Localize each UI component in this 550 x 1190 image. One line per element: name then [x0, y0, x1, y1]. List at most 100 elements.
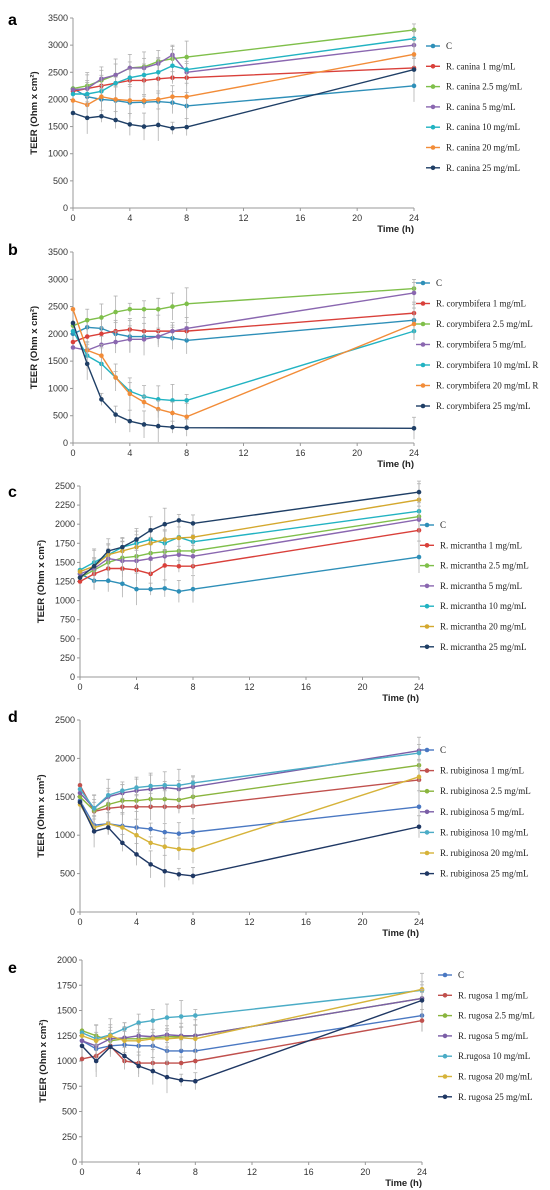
data-point	[91, 829, 97, 834]
series-line	[81, 1014, 423, 1052]
series-1	[70, 69, 417, 120]
x-tick-label: 0	[70, 213, 75, 223]
series-7	[77, 799, 422, 888]
x-tick-label: 4	[134, 917, 139, 927]
legend-marker	[424, 788, 430, 794]
series-line	[79, 529, 420, 583]
data-point	[127, 418, 133, 424]
data-point	[70, 87, 76, 92]
series-2	[77, 518, 422, 590]
y-tick-label: 1750	[57, 980, 77, 990]
data-point	[120, 788, 125, 793]
data-point	[150, 1018, 156, 1023]
legend-marker	[430, 104, 436, 110]
x-tick-label: 20	[352, 213, 362, 223]
data-point	[155, 69, 161, 75]
chart-panel-b: b 0 500 1000 1500 2000 2500 3000 3500 0 4 8 12 16 20 24…	[8, 242, 538, 470]
y-tick-label: 750	[62, 1081, 77, 1091]
data-point	[150, 1068, 156, 1074]
panel-letter: e	[8, 960, 17, 977]
data-point	[105, 578, 111, 584]
legend-marker	[424, 603, 430, 609]
legend-marker	[424, 543, 430, 548]
data-point	[122, 1038, 127, 1044]
series-7	[77, 480, 422, 583]
legend-marker	[424, 563, 430, 568]
data-point	[113, 375, 118, 380]
legend-label: R. micrantha 5 mg/mL	[440, 581, 522, 591]
data-point	[190, 780, 196, 786]
data-point	[184, 414, 189, 420]
x-axis-title: Time (h)	[385, 1178, 422, 1189]
y-tick-label: 3000	[48, 40, 68, 50]
y-tick-label: 500	[53, 411, 68, 421]
data-point	[113, 412, 118, 417]
y-tick-label: 1500	[55, 557, 75, 567]
data-point	[176, 846, 182, 852]
x-tick-label: 20	[352, 448, 362, 458]
x-tick-label: 16	[301, 917, 311, 927]
series-line	[81, 997, 423, 1042]
y-tick-label: 0	[70, 907, 75, 917]
data-point	[113, 97, 118, 102]
data-point	[141, 124, 147, 129]
data-point	[79, 1038, 85, 1044]
y-axis-title: TEER (Ohm x cm²)	[36, 774, 47, 857]
data-point	[416, 824, 422, 830]
x-axis-title: Time (h)	[377, 459, 414, 470]
data-point	[176, 872, 182, 877]
series-line	[72, 322, 415, 429]
legend-label: R. canina 5 mg/mL	[446, 102, 516, 112]
data-point	[91, 806, 97, 811]
series-line	[79, 499, 420, 573]
data-point	[113, 72, 118, 78]
series-2	[70, 301, 417, 353]
data-point	[127, 391, 133, 397]
x-tick-label: 4	[134, 682, 139, 692]
data-point	[178, 1014, 184, 1019]
data-point	[176, 552, 182, 558]
data-point	[190, 553, 196, 559]
legend-marker	[420, 321, 426, 327]
x-tick-label: 4	[127, 448, 132, 458]
series-line	[79, 518, 420, 575]
legend-label: R. rubiginosa 25 mg/mL	[440, 869, 529, 879]
data-point	[79, 1033, 85, 1039]
legend-label: R. rubiginosa 2.5 mg/mL	[440, 786, 531, 796]
data-point	[178, 1077, 184, 1083]
data-point	[77, 782, 83, 788]
y-tick-label: 0	[70, 672, 75, 682]
data-point	[79, 1043, 85, 1049]
data-point	[170, 328, 175, 334]
series-line	[81, 1019, 423, 1064]
series-7	[70, 58, 417, 141]
y-tick-label: 250	[62, 1132, 77, 1142]
x-tick-label: 24	[414, 917, 424, 927]
data-point	[99, 113, 104, 119]
legend-label: R. rubiginosa 1 mg/mL	[440, 766, 524, 776]
series-line	[72, 292, 415, 351]
data-point	[162, 796, 168, 802]
legend-label: R. rugosa 25 mg/mL	[458, 1092, 533, 1102]
data-point	[105, 792, 111, 798]
y-tick-label: 1500	[48, 356, 68, 366]
series-5	[77, 502, 422, 576]
data-point	[155, 423, 161, 429]
data-point	[411, 290, 417, 296]
y-tick-label: 0	[72, 1157, 77, 1167]
series-5	[79, 981, 425, 1053]
legend-marker	[442, 972, 448, 978]
data-point	[150, 1036, 156, 1042]
legend-label: R. micrantha 2.5 mg/mL	[440, 561, 529, 571]
data-point	[99, 94, 104, 100]
data-point	[178, 1035, 184, 1041]
legend-marker	[420, 362, 426, 368]
data-point	[170, 304, 175, 309]
data-point	[134, 785, 139, 790]
data-point	[122, 1053, 127, 1059]
series-line	[79, 764, 420, 812]
data-point	[190, 873, 196, 879]
data-point	[113, 339, 118, 345]
legend-label: R. rugosa 2.5 mg/mL	[458, 1011, 535, 1021]
